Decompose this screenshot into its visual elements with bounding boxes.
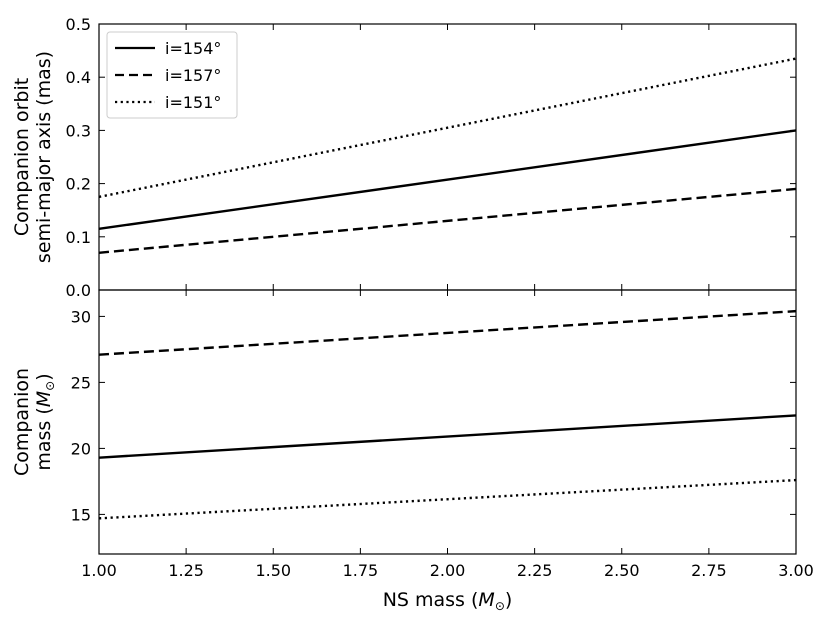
bottom-y-axis-label-line1: Companion: [11, 368, 33, 476]
bottom-y-axis-label-line2: mass (M⊙): [33, 373, 57, 470]
x-tick-label: 3.00: [778, 561, 814, 580]
x-tick-label: 2.25: [517, 561, 553, 580]
bottom-ticks: 15 20 25 30 1.00 1.25 1.50 1.75 2.00 2.25 2.50 2.75…: [71, 290, 814, 580]
y-tick-label: 0.0: [66, 281, 91, 300]
y-tick-label: 0.1: [66, 228, 91, 247]
x-tick-label: 2.50: [604, 561, 640, 580]
y-tick-label: 0.2: [66, 175, 91, 194]
x-tick-label: 2.75: [691, 561, 727, 580]
y-tick-label: 20: [71, 439, 91, 458]
legend-entry-2: i=157°: [165, 66, 221, 85]
top-series-lines: [98, 57, 797, 254]
x-tick-label: 1.75: [343, 561, 379, 580]
x-axis-label: NS mass (M⊙): [383, 589, 513, 613]
y-tick-label: 0.5: [66, 15, 91, 34]
series-line-dashed: [98, 187, 797, 254]
bottom-plot-frame: [98, 289, 797, 555]
legend: i=154° i=157° i=151°: [106, 31, 238, 119]
bottom-panel: 15 20 25 30 1.00 1.25 1.50 1.75 2.00 2.25 2.50 2.75…: [11, 289, 814, 613]
series-line-dashed: [98, 309, 797, 356]
y-tick-label: 30: [71, 307, 91, 326]
y-tick-label: 15: [71, 505, 91, 524]
series-line-dotted: [98, 57, 797, 199]
x-tick-label: 1.50: [255, 561, 291, 580]
y-tick-label: 0.3: [66, 121, 91, 140]
legend-entry-1: i=154°: [165, 39, 221, 58]
legend-entry-3: i=151°: [165, 93, 221, 112]
bottom-series-lines: [98, 309, 797, 520]
series-line-dotted: [98, 478, 797, 520]
legend-box: [106, 31, 238, 119]
x-tick-label: 1.25: [168, 561, 204, 580]
top-y-axis-label-line1: Companion orbit: [11, 78, 33, 236]
series-line-solid: [98, 129, 797, 231]
x-tick-label: 1.00: [81, 561, 117, 580]
y-tick-label: 25: [71, 373, 91, 392]
series-line-solid: [98, 414, 797, 459]
top-y-axis-label-line2: semi-major axis (mas): [33, 51, 55, 263]
y-tick-label: 0.4: [66, 68, 91, 87]
top-panel: 0.0 0.1 0.2 0.3 0.4 0.5 Companion orbit semi-…: [11, 15, 797, 300]
x-tick-label: 2.00: [430, 561, 466, 580]
